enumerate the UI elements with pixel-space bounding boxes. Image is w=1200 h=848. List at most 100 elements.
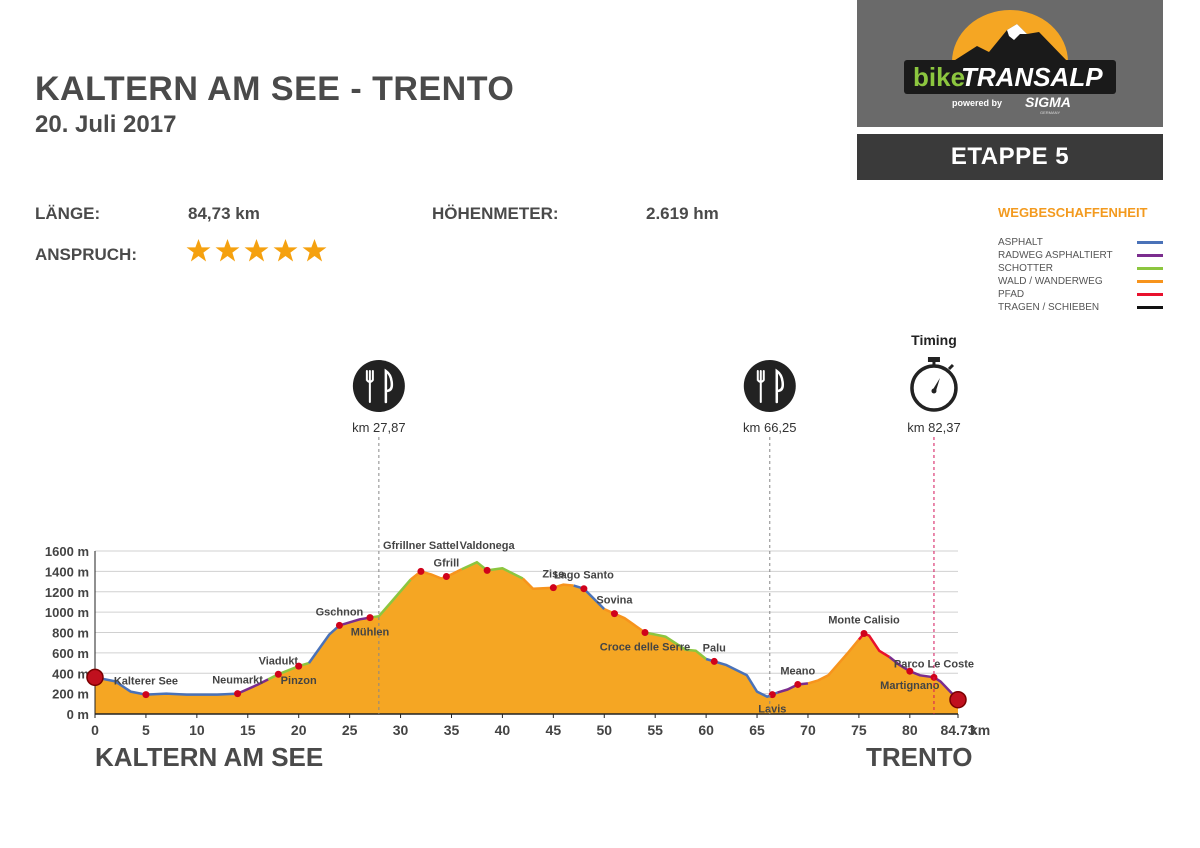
waypoint-label: Viadukt: [259, 655, 299, 667]
legend-swatch: [1137, 293, 1163, 296]
surface-segment: [603, 607, 646, 634]
page-title: KALTERN AM SEE - TRENTO: [35, 70, 515, 108]
legend-item: ASPHALT: [998, 236, 1163, 249]
x-tick-label: 50: [596, 722, 612, 738]
y-tick-label: 600 m: [52, 646, 89, 661]
waypoint-label: Gschnon: [316, 606, 364, 618]
marker-label: km 82,37: [907, 420, 960, 435]
stage-date: 20. Juli 2017: [35, 111, 177, 138]
legend-swatch: [1137, 280, 1163, 283]
x-tick-label: 80: [902, 722, 918, 738]
timing-title: Timing: [911, 332, 957, 348]
surface-segment: [267, 661, 310, 681]
waypoint-dot: [234, 690, 242, 698]
y-tick-label: 200 m: [52, 687, 89, 702]
legend-swatch: [1137, 306, 1163, 309]
legend-item: PFAD: [998, 288, 1163, 301]
legend-title: WEGBESCHAFFENHEIT: [998, 205, 1148, 220]
waypoint-label: Valdonega: [460, 540, 516, 552]
x-tick-label: 5: [142, 722, 150, 738]
waypoint-dot: [335, 621, 343, 629]
y-tick-label: 1000 m: [45, 605, 89, 620]
surface-segment: [705, 657, 778, 698]
elevation-label: HÖHENMETER:: [432, 204, 559, 223]
x-tick-label: 75: [851, 722, 867, 738]
x-tick-label: 70: [800, 722, 816, 738]
legend-item-label: ASPHALT: [998, 237, 1043, 248]
waypoint-dot: [794, 680, 802, 688]
waypoint-dot: [442, 572, 450, 580]
legend-swatch: [1137, 254, 1163, 257]
legend-item: TRAGEN / SCHIEBEN: [998, 301, 1163, 314]
waypoint-dot: [860, 630, 868, 638]
x-tick-label: 10: [189, 722, 205, 738]
waypoint-dot: [906, 667, 914, 675]
waypoint-dot: [142, 691, 150, 699]
waypoint-label: Mühlen: [351, 627, 390, 639]
legend-item-label: SCHOTTER: [998, 263, 1053, 274]
waypoint-label: Lavis: [758, 704, 786, 716]
difficulty-label: ANSPRUCH:: [35, 245, 137, 264]
x-tick-label: 84.73: [940, 722, 975, 738]
waypoint-label: Palu: [703, 642, 726, 654]
waypoint-dot: [483, 566, 491, 574]
y-tick-label: 800 m: [52, 626, 89, 641]
surface-segment: [888, 656, 959, 701]
waypoint-label: Lago Santo: [554, 570, 614, 582]
waypoint-dot: [610, 610, 618, 618]
waypoint-label: Sovina: [596, 595, 633, 607]
logo-brand-bike: bike: [913, 62, 965, 92]
legend-swatch: [1137, 267, 1163, 270]
surface-segment: [237, 678, 269, 695]
x-tick-label: 60: [698, 722, 714, 738]
x-tick-label: 35: [444, 722, 460, 738]
waypoint-dot: [710, 657, 718, 665]
surface-segment: [777, 682, 809, 694]
logo-sponsor-sub: GERMANY: [1040, 110, 1061, 115]
waypoint-dot: [417, 567, 425, 575]
x-axis-label: km: [970, 722, 990, 738]
x-tick-label: 30: [393, 722, 409, 738]
legend-item: RADWEG ASPHALTIERT: [998, 249, 1163, 262]
surface-segment: [807, 638, 860, 685]
end-location: TRENTO: [866, 742, 973, 772]
y-tick-label: 1400 m: [45, 564, 89, 579]
legend-item-label: WALD / WANDERWEG: [998, 276, 1103, 287]
surface-legend: ASPHALT RADWEG ASPHALTIERT SCHOTTER WALD / …: [998, 236, 1163, 314]
waypoint-label: Croce delle Serre: [600, 642, 691, 654]
star-icon: [244, 239, 269, 262]
start-marker: [86, 668, 104, 687]
waypoint-dot: [768, 691, 776, 699]
y-tick-label: 400 m: [52, 666, 89, 681]
x-tick-label: 25: [342, 722, 358, 738]
logo-powered-by: powered by: [952, 98, 1002, 108]
length-value: 84,73 km: [188, 204, 260, 223]
star-icon: [215, 239, 240, 262]
waypoint-label: Kalterer See: [114, 676, 178, 688]
legend-item-label: PFAD: [998, 289, 1025, 300]
waypoint-dot: [580, 585, 588, 593]
marker-label: km 27,87: [352, 420, 405, 435]
x-tick-label: 0: [91, 722, 99, 738]
y-tick-label: 0 m: [67, 707, 89, 722]
legend-item-label: RADWEG ASPHALTIERT: [998, 250, 1113, 261]
waypoint-dot: [641, 629, 649, 636]
surface-segment: [644, 631, 707, 660]
waypoint-label: Zise: [542, 569, 564, 581]
y-tick-label: 1600 m: [45, 544, 89, 559]
end-marker: [949, 690, 967, 709]
start-location: KALTERN AM SEE: [95, 742, 324, 772]
waypoint-label: Monte Calisio: [828, 615, 900, 627]
x-tick-label: 65: [749, 722, 765, 738]
waypoint-label: Parco Le Coste: [894, 658, 974, 670]
difficulty-stars: [186, 238, 327, 263]
x-tick-label: 55: [647, 722, 663, 738]
elevation-value: 2.619 hm: [646, 204, 719, 223]
waypoint-dot: [366, 614, 374, 622]
x-tick-label: 40: [495, 722, 511, 738]
star-icon: [273, 239, 298, 262]
x-tick-label: 15: [240, 722, 256, 738]
x-tick-label: 45: [546, 722, 562, 738]
y-tick-label: 1200 m: [45, 585, 89, 600]
